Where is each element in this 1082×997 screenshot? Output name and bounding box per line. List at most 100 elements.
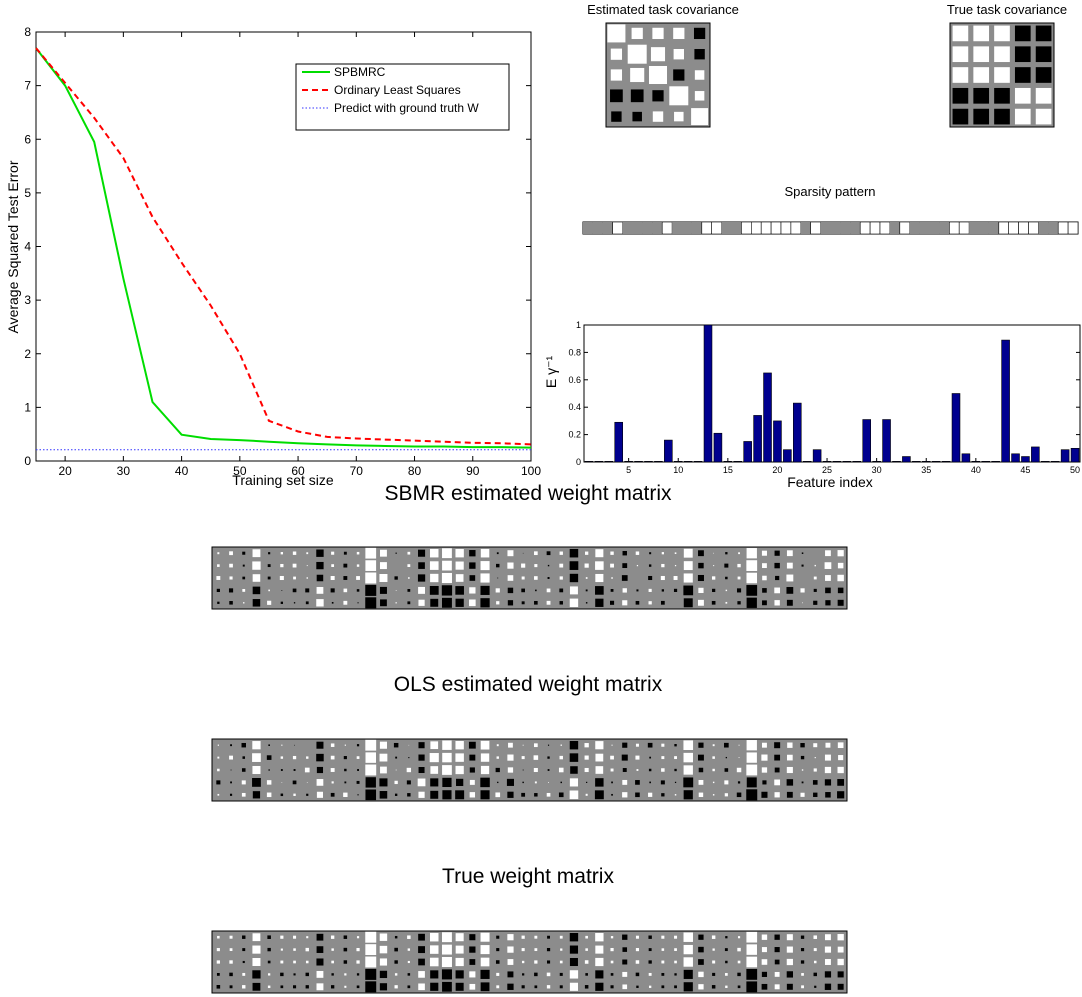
sparsity-cell (810, 221, 821, 235)
matrix-cell (570, 766, 578, 774)
matrix-cell (407, 948, 411, 951)
matrix-cell (698, 971, 704, 978)
matrix-cell (1014, 87, 1031, 104)
bar-feature-22 (793, 402, 802, 463)
matrix-cell (379, 945, 388, 954)
matrix-cell (547, 744, 550, 746)
bar-feature-9 (664, 439, 673, 463)
matrix-cell (610, 973, 614, 976)
matrix-cell (407, 564, 411, 568)
matrix-cell (330, 575, 335, 581)
matrix-cell (365, 547, 377, 559)
matrix-cell (652, 27, 664, 40)
matrix-cell (1035, 108, 1052, 125)
sparsity-cell (750, 221, 762, 235)
matrix-cell (430, 778, 439, 787)
matrix-cell (534, 551, 538, 556)
matrix-cell (418, 946, 426, 954)
matrix-cell (725, 589, 728, 592)
matrix-cell (407, 973, 411, 976)
matrix-cell (522, 769, 524, 771)
matrix-cell (496, 972, 500, 976)
matrix-cell (217, 756, 220, 759)
matrix-cell (683, 548, 693, 558)
matrix-cell (698, 984, 704, 990)
matrix-cell (316, 958, 324, 966)
matrix-cell (306, 756, 309, 759)
matrix-cell (774, 550, 780, 556)
matrix-cell (683, 777, 694, 788)
gamma-bar-chart: 5 10 15 20 25 30 35 40 45 50 0 0.2 0.4 0.6 0.8 1 Featur… (543, 320, 1081, 490)
matrix-cell (497, 577, 499, 579)
matrix-cell (496, 935, 500, 939)
matrix-cell (648, 960, 652, 964)
matrix-cell (627, 44, 647, 64)
matrix-cell (746, 969, 758, 980)
matrix-cell (558, 767, 564, 773)
matrix-cell (267, 600, 272, 605)
matrix-cell (813, 935, 818, 939)
matrix-cell (813, 948, 817, 952)
matrix-cell (698, 792, 704, 798)
sparsity-cell (642, 222, 653, 234)
matrix-cell (306, 552, 309, 555)
matrix-cell (521, 792, 526, 797)
matrix-cell (216, 780, 221, 785)
matrix-cell (560, 781, 562, 784)
sparsity-cell (711, 221, 722, 235)
bar-feature-45 (1021, 456, 1030, 463)
matrix-cell (480, 585, 490, 595)
matrix-cell (455, 598, 464, 607)
matrix-cell (648, 65, 668, 85)
matrix-cell (661, 972, 665, 976)
sparsity-cell (721, 222, 732, 234)
matrix-cell (622, 563, 628, 569)
bar-x-tick-label: 5 (626, 465, 631, 475)
bar-feature-30 (872, 461, 881, 463)
matrix-cell (585, 948, 588, 951)
matrix-cell (242, 551, 246, 555)
matrix-cell (217, 793, 220, 796)
matrix-cell (242, 960, 245, 964)
matrix-cell (417, 778, 426, 787)
matrix-cell (569, 573, 579, 583)
matrix-cell (660, 780, 665, 785)
matrix-cell (824, 934, 831, 941)
sparsity-cell (602, 222, 613, 234)
matrix-cell (698, 562, 704, 569)
matrix-cell (293, 602, 296, 604)
matrix-cell (469, 971, 476, 978)
matrix-cell (357, 602, 359, 604)
matrix-cell (441, 932, 452, 943)
matrix-cell (569, 598, 579, 608)
matrix-cell (252, 741, 261, 750)
matrix-cell (394, 935, 398, 939)
bar-x-tick-label: 10 (673, 465, 683, 475)
matrix-cell (631, 27, 643, 40)
matrix-cell (305, 960, 309, 964)
matrix-cell (774, 792, 780, 798)
matrix-cell (441, 597, 452, 608)
matrix-cell (774, 754, 781, 761)
matrix-cell (650, 47, 666, 62)
matrix-cell (635, 755, 640, 760)
bar-feature-11 (683, 461, 693, 463)
matrix-cell (737, 936, 741, 939)
matrix-cell (1035, 87, 1052, 104)
matrix-cell (800, 948, 805, 952)
matrix-cell (636, 589, 639, 592)
matrix-cell (660, 600, 665, 605)
matrix-cell (713, 552, 715, 554)
matrix-cell (535, 589, 537, 592)
sparsity-pattern-title: Sparsity pattern (784, 184, 875, 199)
matrix-cell (379, 574, 388, 582)
bar-y-tick-label: 0 (576, 457, 581, 467)
matrix-cell (622, 959, 628, 965)
matrix-cell (737, 960, 741, 964)
matrix-cell (241, 768, 246, 772)
matrix-cell (331, 781, 334, 784)
sparsity-cell (760, 221, 772, 235)
matrix-cell (280, 552, 284, 555)
matrix-cell (724, 768, 729, 772)
matrix-cell (229, 793, 233, 796)
